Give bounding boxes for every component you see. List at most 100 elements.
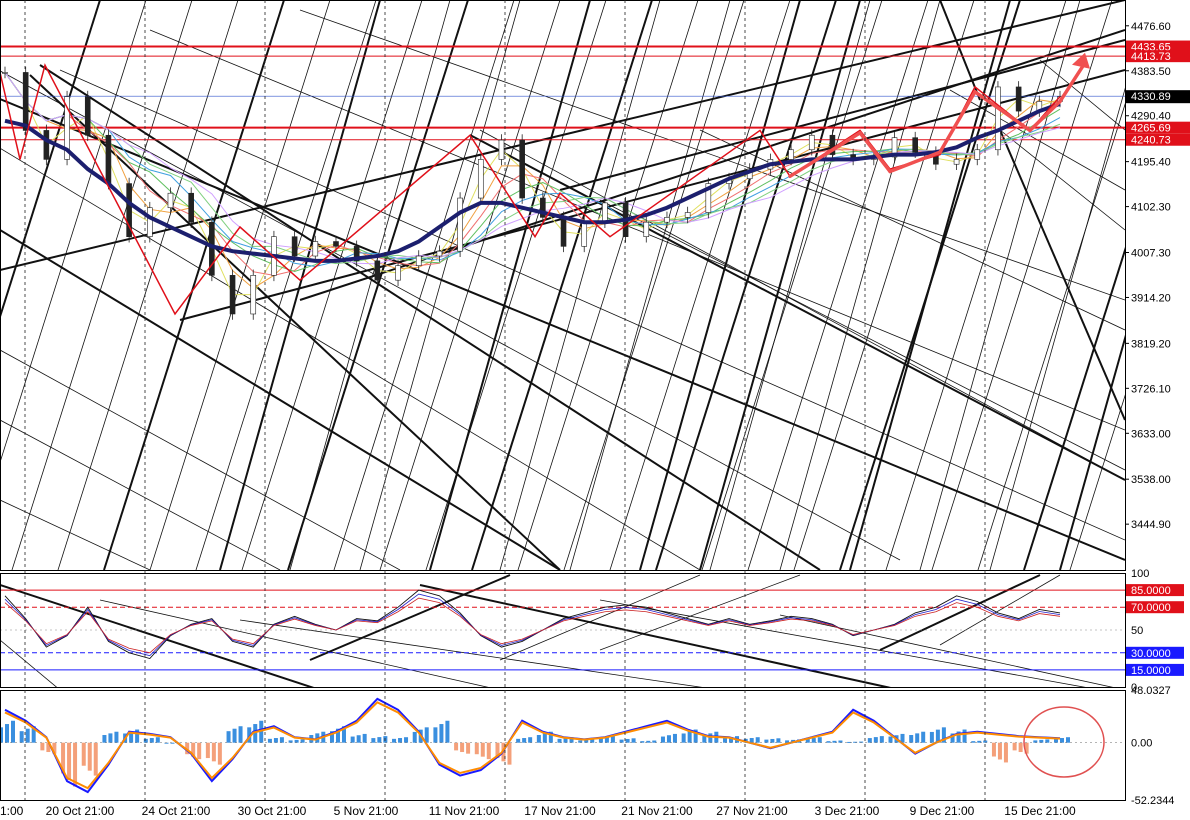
macd-hist-bar — [108, 733, 113, 743]
macd-hist-bar — [197, 742, 202, 760]
macd-hist-bar — [329, 731, 334, 743]
trend-line — [999, 129, 1125, 231]
macd-hist-bar — [859, 741, 864, 743]
rsi-trend-line — [239, 619, 703, 687]
macd-hist-bar — [81, 742, 86, 766]
macd-hist-bar — [977, 740, 982, 743]
macd-hist-bar — [31, 726, 36, 743]
projection-arrow — [973, 90, 1032, 133]
macd-hist-bar — [412, 731, 417, 743]
macd-hist-bar — [114, 731, 119, 743]
macd-hist-bar — [640, 741, 645, 743]
fan-line-up — [359, 0, 521, 570]
fan-line — [609, 0, 791, 570]
y-tick-label: 4102.30 — [1131, 202, 1171, 214]
macd-hist-bar — [273, 738, 278, 743]
macd-hist-bar — [687, 731, 692, 743]
macd-hist-bar — [87, 742, 92, 771]
fan-line — [241, 0, 423, 570]
macd-hist-bar — [392, 738, 397, 743]
red-level-badge — [1126, 40, 1190, 53]
macd-hist-bar — [563, 738, 568, 743]
trend-line-thick — [469, 134, 1125, 481]
macd-hist-bar — [40, 742, 45, 751]
macd-hist-bar — [424, 727, 429, 743]
rsi-trend-line — [0, 584, 315, 687]
x-tick-label: 21 Nov 21:00 — [621, 804, 693, 818]
macd-hist-bar — [776, 738, 781, 743]
macd-hist-bar — [542, 733, 547, 743]
fan-line — [333, 0, 515, 570]
macd-hist-bar — [480, 742, 485, 757]
y-tick-label: 4383.50 — [1131, 66, 1171, 78]
macd-hist-bar — [516, 738, 521, 743]
macd-hist-bar — [693, 729, 698, 743]
macd-hist-bar — [625, 738, 630, 743]
macd-hist-bar — [681, 733, 686, 743]
macd-hist-bar — [660, 736, 665, 743]
macd-hist-bar — [971, 741, 976, 743]
fan-line — [793, 0, 975, 570]
macd-hist-bar — [941, 727, 946, 743]
candle-body — [2, 72, 8, 74]
macd-hist-bar — [191, 742, 196, 757]
red-level-label: 4413.73 — [1131, 51, 1171, 63]
macd-hist-bar — [211, 742, 216, 762]
macd-hist-bar — [826, 741, 831, 743]
rsi-y-tick-label: 100 — [1131, 568, 1149, 580]
rsi-panel — [0, 574, 1125, 687]
macd-hist-bar — [259, 720, 264, 743]
macd-hist-bar — [909, 735, 914, 743]
rsi-signal-line-2 — [4, 597, 1061, 654]
price-panel — [0, 0, 1125, 570]
trend-line — [0, 349, 401, 570]
fan-line — [747, 0, 929, 570]
y-tick-label: 3726.10 — [1131, 383, 1171, 395]
fan-line — [517, 0, 699, 570]
macd-hist-bar — [879, 736, 884, 743]
trend-line — [299, 9, 1125, 301]
macd-hist-bar — [335, 728, 340, 743]
macd-hist-bar — [1033, 740, 1038, 743]
trend-line — [0, 499, 151, 570]
rsi-level-label: 70.0000 — [1131, 602, 1171, 614]
macd-hist-bar — [610, 736, 615, 743]
candle-body — [353, 246, 360, 262]
fan-line-up — [219, 0, 381, 570]
projection-arrow — [888, 150, 942, 174]
ribbon-ma-line — [4, 72, 1061, 273]
macd-plot — [0, 697, 1125, 794]
macd-hist-bar — [267, 738, 272, 743]
trend-line — [0, 147, 701, 570]
macd-hist-bar — [129, 731, 134, 743]
macd-hist-bar — [93, 742, 98, 776]
macd-hist-bar — [149, 738, 154, 743]
candle-body — [602, 202, 608, 223]
y-tick-label: 3538.00 — [1131, 474, 1171, 486]
trend-line-thick — [29, 74, 561, 570]
macd-hist-bar — [598, 738, 603, 743]
macd-hist-bar — [888, 736, 893, 743]
y-tick-label: 4195.40 — [1131, 157, 1171, 169]
trend-line-thick — [939, 0, 981, 101]
macd-hist-bar — [935, 729, 940, 743]
macd-hist-bar — [708, 733, 713, 743]
candle-body — [912, 137, 918, 153]
macd-hist-bar — [486, 742, 491, 760]
macd-hist-bar — [226, 731, 231, 743]
macd-hist-bar — [900, 733, 905, 743]
candle-body — [415, 255, 422, 266]
highlight-circle — [1023, 706, 1105, 778]
y-tick-label: 3633.00 — [1131, 428, 1171, 440]
macd-hist-bar — [288, 740, 293, 743]
candle-body — [457, 197, 463, 252]
macd-hist-bar — [838, 740, 843, 743]
ribbon-ma-line — [4, 72, 1061, 265]
candle-body — [519, 139, 525, 199]
macd-hist-bar — [590, 739, 595, 743]
fan-line — [563, 0, 745, 570]
trend-line-thick — [0, 0, 1125, 271]
macd-hist-bar — [749, 738, 754, 743]
macd-hist-bar — [170, 742, 175, 744]
